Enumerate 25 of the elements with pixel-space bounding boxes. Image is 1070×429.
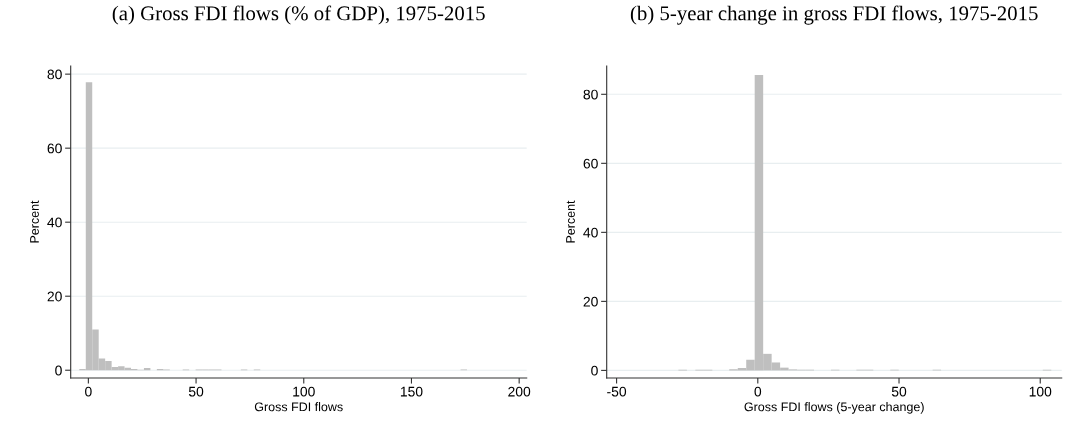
y-tick-label: 0 [55,365,62,376]
y-tick-label: 40 [47,217,62,228]
x-tick-label: 200 [508,386,531,397]
y-tick-label: 20 [583,296,598,307]
x-tick-label: -50 [607,386,627,397]
x-tick-label: 100 [293,386,315,397]
y-tick-label: 60 [583,158,598,169]
y-tick-label: 0 [591,365,598,376]
y-tick-label: 40 [583,227,598,238]
x-axis-title: Gross FDI flows [254,402,343,412]
x-tick-label: 0 [754,386,762,397]
x-tick-label: 150 [400,386,423,397]
x-tick-label: 50 [188,386,204,397]
y-axis-title: Percent [30,200,39,243]
y-tick-label: 20 [47,291,62,302]
y-tick-label: 80 [583,89,598,100]
x-axis-title: Gross FDI flows (5-year change) [744,402,924,414]
x-tick-label: 50 [891,386,907,397]
chart-title: (a) Gross FDI flows (% of GDP), 1975-2015 [112,5,485,25]
y-tick-label: 60 [47,143,62,154]
y-tick-label: 80 [47,69,62,80]
chart-title: (b) 5-year change in gross FDI flows, 1975-2015 [630,5,1038,25]
y-axis-title: Percent [566,200,575,243]
x-tick-label: 100 [1029,386,1052,397]
x-tick-label: 0 [85,386,92,397]
